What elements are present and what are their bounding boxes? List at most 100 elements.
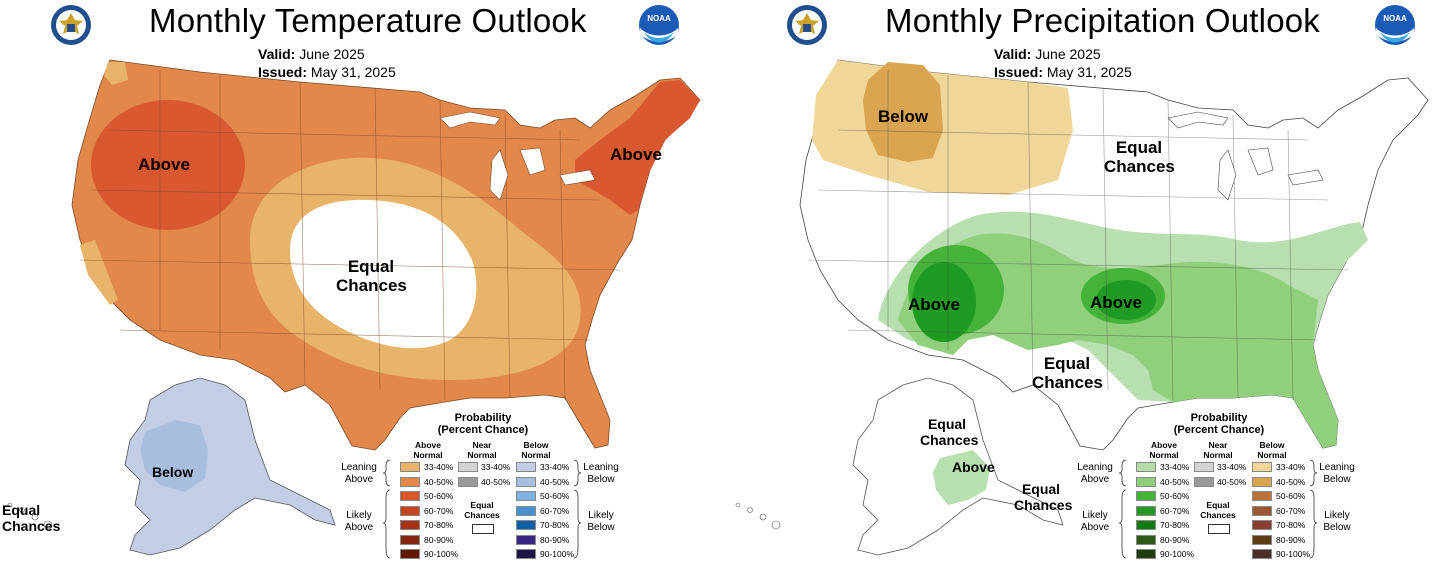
label-equal-south-2: Chances — [1032, 373, 1103, 392]
legend-swatch-above — [400, 549, 420, 559]
legend-swatch-below — [516, 476, 536, 487]
legend-pct-near: 33-40% — [481, 462, 511, 472]
legend-swatch-above — [400, 462, 420, 472]
legend-pct-above: 80-90% — [424, 534, 454, 545]
label-equal-north-2: Chances — [1104, 157, 1175, 176]
legend-head-below: Below Normal — [514, 440, 558, 460]
legend-head-near-2: Normal — [1203, 450, 1233, 460]
legend-pct-below: 33-40% — [540, 462, 570, 472]
label-above-west: Above — [138, 155, 190, 174]
probability-legend: Probability (Percent Chance) Above Norma… — [338, 408, 619, 568]
valid-value: June 2025 — [299, 46, 365, 62]
legend-swatch-below — [516, 520, 536, 530]
legend-pct-above: 90-100% — [424, 549, 459, 559]
legend-likely-below-2: Below — [1323, 522, 1351, 533]
legend-swatch-below — [516, 549, 536, 559]
precipitation-outlook-panel: NOAA Monthly Precipitation Outlook Valid… — [728, 0, 1456, 569]
legend-leaning-below-1: Leaning — [1319, 462, 1355, 473]
legend-title: Probability (Percent Chance) — [1154, 412, 1284, 436]
valid-label: Valid: — [258, 46, 296, 62]
label-above-alaska: Above — [952, 459, 995, 475]
legend-swatch-above — [1136, 505, 1156, 516]
legend-head-below-2: Normal — [521, 450, 551, 460]
label-equal-center-1: Equal — [347, 257, 395, 276]
region-50-60-northeast — [575, 80, 700, 215]
legend-head-above-2: Normal — [1149, 450, 1179, 460]
legend-pct-below: 50-60% — [1276, 491, 1306, 501]
legend-pct-below: 50-60% — [540, 491, 570, 501]
legend-leaning-above-1: Leaning — [341, 462, 377, 473]
legend-likely-below-1: Likely — [588, 510, 614, 521]
label-below-alaska: Below — [152, 464, 194, 480]
label-equal-north-1: Equal — [1115, 138, 1163, 157]
legend-title-2: (Percent Chance) — [1173, 424, 1265, 436]
legend-likely-above: Likely Above — [1074, 510, 1116, 534]
legend-title-1: Probability — [454, 412, 512, 424]
legend-swatch-below — [1252, 520, 1272, 530]
valid-line: Valid: June 2025 — [258, 46, 365, 62]
legend-leaning-below-2: Below — [587, 474, 615, 485]
legend-brackets — [382, 459, 582, 559]
legend-swatch-above — [1136, 534, 1156, 545]
legend-pct-below: 70-80% — [1276, 520, 1306, 530]
region-33-40-pnw — [104, 62, 128, 85]
region-below-40-50-north — [863, 62, 943, 162]
label-equal-alaska-2: Chances — [920, 432, 979, 448]
legend-pct-above: 50-60% — [1160, 491, 1190, 501]
label-equal-south-1: Equal — [1043, 354, 1091, 373]
legend-brackets — [1118, 459, 1318, 559]
legend-likely-above-1: Likely — [1082, 510, 1108, 521]
issued-line: Issued: May 31, 2025 — [994, 64, 1132, 80]
legend-pct-near: 40-50% — [481, 476, 511, 487]
legend-swatch-below — [516, 462, 536, 472]
legend-likely-below: Likely Below — [1316, 510, 1358, 534]
legend-likely-above-2: Above — [1080, 522, 1110, 533]
legend-equal-1: Equal — [1206, 500, 1230, 510]
legend-pct-below: 40-50% — [540, 476, 570, 487]
doc-seal-icon — [50, 4, 92, 46]
legend-pct-above: 33-40% — [1160, 462, 1190, 472]
legend-likely-above-1: Likely — [346, 510, 372, 521]
legend-swatch-below — [1252, 462, 1272, 472]
valid-line: Valid: June 2025 — [994, 46, 1101, 62]
region-33-40-calcoast — [80, 240, 118, 305]
label-equal-north: Equal Chances — [1104, 138, 1175, 176]
legend-leaning-below-2: Below — [1323, 474, 1351, 485]
probability-legend: Probability (Percent Chance) Above Norma… — [1074, 408, 1355, 568]
noaa-logo-icon: NOAA — [1374, 4, 1416, 46]
legend-head-above-1: Above — [1151, 440, 1177, 450]
legend-leaning-below-1: Leaning — [583, 462, 619, 473]
legend-leaning-above: Leaning Above — [338, 462, 380, 486]
great-lakes — [439, 111, 596, 201]
legend-leaning-above-2: Above — [1080, 474, 1110, 485]
legend-swatch-above — [400, 491, 420, 501]
legend-leaning-above-1: Leaning — [1077, 462, 1113, 473]
legend-pct-below: 60-70% — [1276, 505, 1306, 516]
legend-pct-below: 80-90% — [540, 534, 570, 545]
label-equal-south: Equal Chances — [1032, 354, 1103, 392]
valid-label: Valid: — [994, 46, 1032, 62]
legend-equal-chances: Equal Chances — [1196, 500, 1240, 520]
legend-swatch-near — [458, 476, 478, 487]
label-above-south: Above — [1090, 293, 1142, 312]
legend-pct-above: 80-90% — [1160, 534, 1190, 545]
legend-equal-2: Chances — [464, 510, 500, 520]
page-title: Monthly Precipitation Outlook — [885, 2, 1321, 39]
legend-pct-above: 40-50% — [1160, 476, 1190, 487]
legend-pct-above: 50-60% — [424, 491, 454, 501]
label-equal-hawaii: Equal Chances — [2, 502, 60, 534]
noaa-text: NOAA — [647, 14, 671, 23]
legend-swatch-below — [1252, 549, 1272, 559]
great-lakes — [1167, 111, 1324, 201]
legend-likely-above-2: Above — [344, 522, 374, 533]
hawaii-islands — [735, 502, 781, 530]
valid-value: June 2025 — [1035, 46, 1101, 62]
doc-seal-icon — [786, 4, 828, 46]
issued-label: Issued: — [258, 64, 308, 80]
legend-head-below: Below Normal — [1250, 440, 1294, 460]
label-equal-center-2: Chances — [336, 276, 407, 295]
legend-swatch-above — [1136, 549, 1156, 559]
legend-swatch-below — [1252, 534, 1272, 545]
hawaii-islands — [7, 502, 53, 530]
legend-pct-above: 40-50% — [424, 476, 454, 487]
